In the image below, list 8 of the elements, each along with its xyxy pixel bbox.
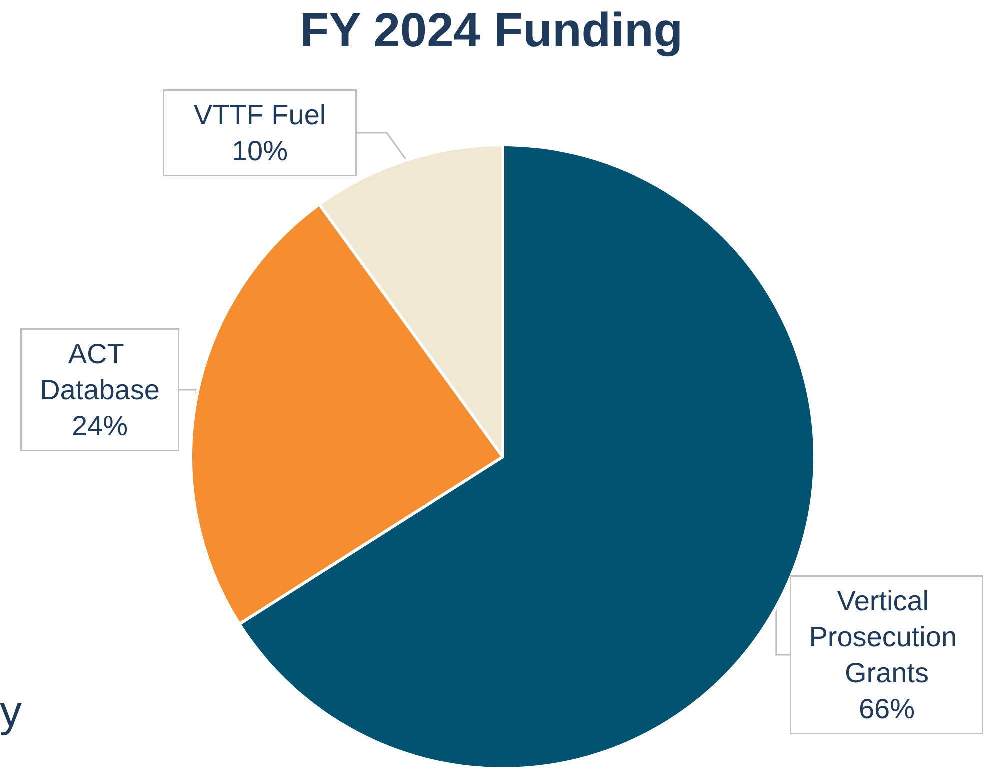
data-label: 66% bbox=[858, 694, 916, 724]
slice-label: Vertical Prosecution Grants bbox=[809, 586, 965, 688]
data-label: 10% bbox=[232, 136, 288, 166]
slice-label: VTTF Fuel bbox=[194, 100, 326, 130]
chart-title: FY 2024 Funding bbox=[300, 4, 684, 58]
text: y bbox=[0, 688, 22, 736]
data-label: 24% bbox=[72, 410, 128, 442]
slice-label: ACT Database bbox=[40, 338, 160, 406]
